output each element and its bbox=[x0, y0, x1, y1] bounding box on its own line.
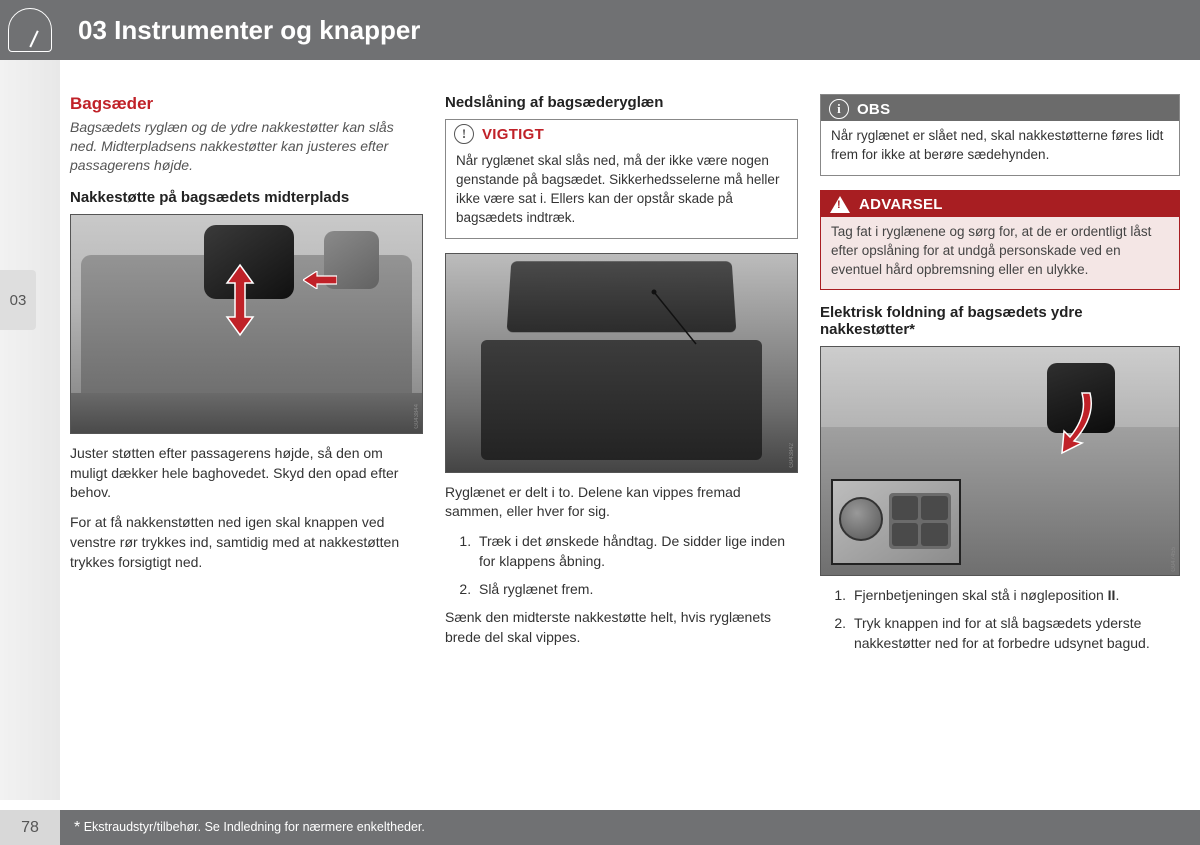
paragraph: Juster støtten efter passagerens højde, … bbox=[70, 444, 423, 504]
figure-code: G043842 bbox=[789, 443, 795, 468]
list-item: Træk i det ønskede håndtag. De sidder li… bbox=[475, 532, 798, 572]
section-heading-bagsaeder: Bagsæder bbox=[70, 94, 423, 114]
illustration-seat bbox=[71, 215, 422, 433]
step-text-end: . bbox=[1115, 587, 1119, 603]
button-grid-icon bbox=[889, 493, 951, 549]
content-columns: Bagsæder Bagsædets ryglæn og de ydre nak… bbox=[60, 60, 1200, 800]
callout-body: Når ryglænet skal slås ned, må der ikke … bbox=[446, 146, 797, 238]
callout-obs: i OBS Når ryglænet er slået ned, skal na… bbox=[820, 94, 1180, 176]
chapter-icon-wrap bbox=[0, 0, 60, 60]
column-1: Bagsæder Bagsædets ryglæn og de ydre nak… bbox=[70, 94, 423, 790]
paragraph: Ryglænet er delt i to. Delene kan vippes… bbox=[445, 483, 798, 523]
asterisk-icon: * bbox=[74, 819, 80, 836]
step-text: Fjernbetjeningen skal stå i nøglepositio… bbox=[854, 587, 1108, 603]
page-body: 03 Bagsæder Bagsædets ryglæn og de ydre … bbox=[0, 60, 1200, 800]
paragraph: Sænk den midterste nakkestøtte helt, hvi… bbox=[445, 608, 798, 648]
callout-body: Når ryglænet er slået ned, skal nakkestø… bbox=[821, 121, 1179, 175]
footer-bar: 78 * Ekstraudstyr/tilbehør. Se Indlednin… bbox=[0, 810, 1200, 845]
callout-title: VIGTIGT bbox=[482, 126, 544, 143]
column-2: Nedslåning af bagsæderyglæn ! VIGTIGT Nå… bbox=[445, 94, 798, 790]
callout-head: ! VIGTIGT bbox=[446, 120, 797, 146]
left-rail: 03 bbox=[0, 60, 60, 800]
info-icon: i bbox=[829, 99, 849, 119]
column-3: i OBS Når ryglænet er slået ned, skal na… bbox=[820, 94, 1180, 790]
chapter-title: 03 Instrumenter og knapper bbox=[78, 15, 420, 46]
callout-body: Tag fat i ryglænene og sørg for, at de e… bbox=[821, 217, 1179, 290]
figure-inset-controls bbox=[831, 479, 961, 565]
list-item: Slå ryglænet frem. bbox=[475, 580, 798, 600]
arrow-curve-down-icon bbox=[1050, 387, 1100, 462]
subhead-nedslaaning: Nedslåning af bagsæderyglæn bbox=[445, 94, 798, 111]
steps-list: Fjernbetjeningen skal stå i nøglepositio… bbox=[820, 586, 1180, 654]
warning-icon bbox=[829, 195, 851, 215]
dial-icon bbox=[839, 497, 883, 541]
arrow-left-icon bbox=[303, 271, 337, 294]
list-item: Fjernbetjeningen skal stå i nøglepositio… bbox=[850, 586, 1180, 606]
callout-title: ADVARSEL bbox=[859, 196, 943, 213]
section-tab: 03 bbox=[0, 270, 36, 330]
figure-headrest-center: G043844 bbox=[70, 214, 423, 434]
figure-electric-fold: G047455 bbox=[820, 346, 1180, 576]
intro-text: Bagsædets ryglæn og de ydre nakkestøtter… bbox=[70, 118, 423, 175]
subhead-elektrisk-foldning: Elektrisk foldning af bagsædets ydre nak… bbox=[820, 304, 1180, 338]
footnote-text: Ekstraudstyr/tilbehør. Se Indledning for… bbox=[84, 820, 425, 834]
callout-head: ADVARSEL bbox=[821, 191, 1179, 217]
callout-title: OBS bbox=[857, 101, 890, 118]
figure-code: G047455 bbox=[1171, 547, 1177, 572]
illustration-trunk bbox=[446, 254, 797, 472]
list-item: Tryk knappen ind for at slå bagsædets yd… bbox=[850, 614, 1180, 654]
callout-warning: ADVARSEL Tag fat i ryglænene og sørg for… bbox=[820, 190, 1180, 291]
footnote: * Ekstraudstyr/tilbehør. Se Indledning f… bbox=[74, 819, 425, 837]
callout-head: i OBS bbox=[821, 95, 1179, 121]
subhead-nakkestotte-midter: Nakkestøtte på bagsædets midterplads bbox=[70, 189, 423, 206]
steps-list: Træk i det ønskede håndtag. De sidder li… bbox=[445, 532, 798, 600]
figure-trunk-fold: G043842 bbox=[445, 253, 798, 473]
callout-important: ! VIGTIGT Når ryglænet skal slås ned, må… bbox=[445, 119, 798, 239]
gauge-icon bbox=[8, 8, 52, 52]
figure-code: G043844 bbox=[414, 404, 420, 429]
important-icon: ! bbox=[454, 124, 474, 144]
chapter-header: 03 Instrumenter og knapper bbox=[0, 0, 1200, 60]
pointer-line-icon bbox=[650, 288, 710, 363]
page-number: 78 bbox=[0, 810, 60, 845]
paragraph: For at få nakkenstøtten ned igen skal kn… bbox=[70, 513, 423, 573]
